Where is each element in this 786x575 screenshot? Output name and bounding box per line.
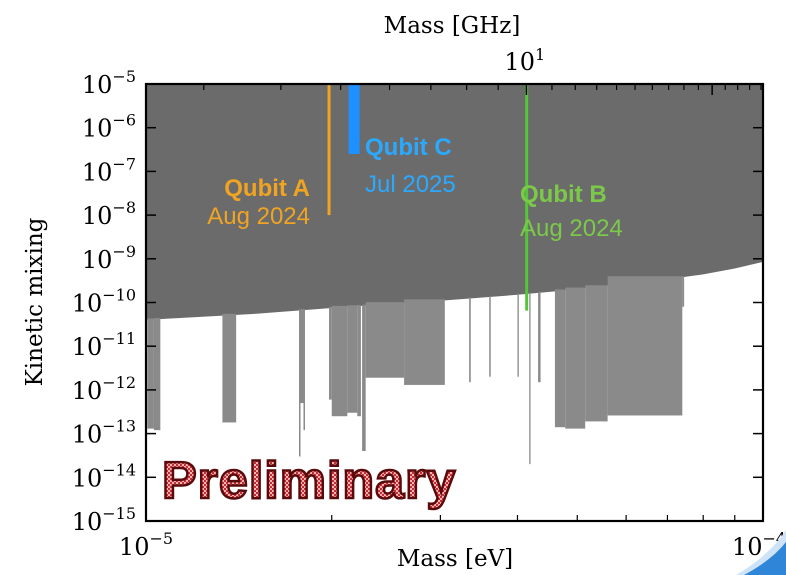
- exclusion-band-6: [329, 306, 332, 400]
- x-axis-ticks: 10−5 10−4: [119, 510, 786, 561]
- exclusion-band-20: [585, 285, 608, 422]
- exclusion-band-8: [347, 305, 358, 413]
- exclusion-band-10: [362, 304, 366, 451]
- top-tick-label: 101: [504, 45, 545, 76]
- y-tick-label: 10−11: [72, 329, 136, 361]
- y-tick-label: 10−13: [72, 417, 136, 449]
- new-results: [327, 84, 529, 311]
- preliminary-watermark: Preliminary: [162, 452, 456, 510]
- top-axis-title: Mass [GHz]: [384, 13, 521, 39]
- y-tick-label: 10−7: [82, 154, 136, 186]
- exclusion-band-13: [469, 297, 471, 383]
- y-tick-label: 10−8: [82, 198, 136, 230]
- exclusion-band-4: [300, 309, 304, 404]
- exclusion-band-15: [517, 293, 519, 377]
- haloscope-exclusion-bands: [147, 275, 685, 465]
- exclusion-band-0: [147, 318, 154, 429]
- qubit-b-name: Qubit B: [520, 181, 607, 208]
- y-tick-label: 10−15: [72, 504, 136, 536]
- exclusion-band-7: [331, 305, 348, 417]
- exclusion-band-17: [538, 291, 541, 383]
- y-tick-label: 10−12: [72, 373, 136, 405]
- x-axis-title: Mass [eV]: [397, 546, 513, 572]
- qubit-c-limit-band: [348, 84, 360, 155]
- y-tick-label: 10−10: [72, 286, 136, 318]
- y-tick-label: 10−9: [82, 242, 136, 274]
- exclusion-band-5: [303, 309, 305, 431]
- exclusion-band-1: [153, 318, 161, 431]
- exclusion-band-21: [607, 276, 683, 416]
- qubit-a-name: Qubit A: [224, 175, 310, 202]
- qubit-c-name: Qubit C: [365, 134, 452, 161]
- qubit-b-date: Aug 2024: [520, 215, 623, 242]
- exclusion-band-19: [565, 287, 586, 429]
- x-tick-label: 10−5: [119, 529, 173, 561]
- corner-decoration-accent: [744, 542, 786, 575]
- y-tick-label: 10−5: [82, 67, 136, 99]
- exclusion-band-16: [529, 292, 531, 465]
- y-axis-ticks: 10−5 10−6 10−7 10−8 10−9 10−10 10−11 10−12 10−13…: [72, 67, 763, 536]
- y-tick-label: 10−6: [82, 111, 136, 143]
- top-axis-ticks: [203, 84, 762, 95]
- qubit-c-date: Jul 2025: [365, 171, 456, 198]
- y-axis-title: Kinetic mixing: [22, 217, 48, 386]
- exclusion-band-9: [357, 305, 361, 417]
- exclusion-band-12: [404, 299, 445, 385]
- exclusion-band-11: [365, 302, 405, 378]
- exclusion-band-3: [298, 309, 301, 457]
- exclusion-band-22: [682, 275, 685, 307]
- exclusion-band-18: [554, 289, 566, 428]
- excluded-region-upper: [146, 84, 763, 320]
- x-tick-label: 10−4: [732, 529, 786, 561]
- exclusion-band-14: [489, 295, 491, 377]
- y-tick-label: 10−14: [72, 460, 136, 492]
- exclusion-band-2: [222, 313, 237, 423]
- qubit-a-date: Aug 2024: [207, 203, 310, 230]
